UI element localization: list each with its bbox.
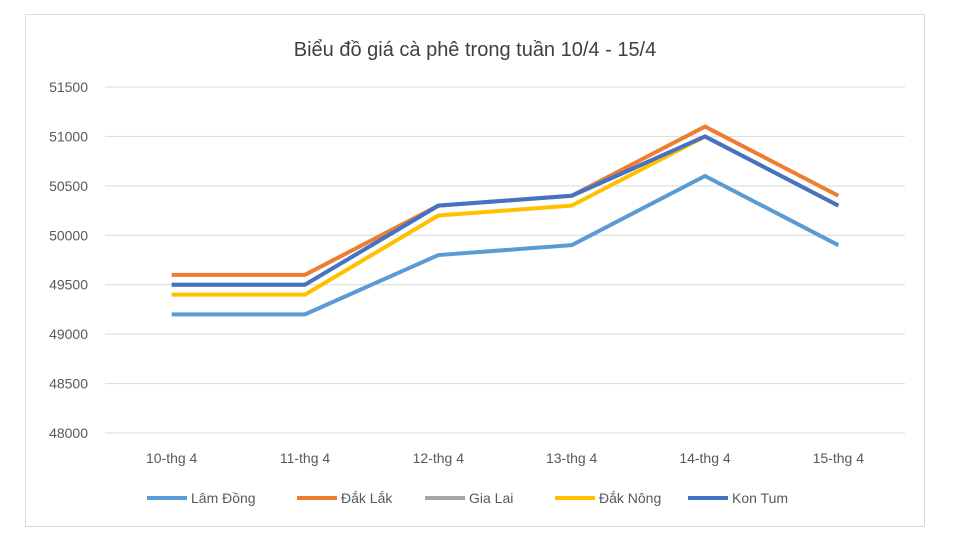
y-tick-label: 51000: [49, 128, 88, 144]
y-tick-label: 50500: [49, 178, 88, 194]
y-tick-label: 48500: [49, 376, 88, 392]
series-line-Đắk Nông: [171, 134, 840, 297]
legend-label: Đắk Nông: [599, 490, 661, 506]
chart-title: Biểu đồ giá cà phê trong tuần 10/4 - 15/…: [294, 39, 657, 61]
x-tick-label: 11-thg 4: [280, 450, 331, 466]
x-tick-label: 15-thg 4: [813, 450, 865, 466]
y-tick-label: 49500: [49, 277, 88, 293]
y-tick-label: 50000: [49, 227, 88, 243]
legend-label: Lâm Đồng: [191, 490, 256, 506]
chart-frame: [25, 14, 925, 527]
x-tick-label: 10-thg 4: [146, 450, 198, 466]
x-tick-label: 12-thg 4: [413, 450, 465, 466]
x-tick-label: 13-thg 4: [546, 450, 598, 466]
series-line-Lâm Đồng: [171, 173, 840, 317]
series-line-Kon Tum: [171, 134, 840, 287]
y-tick-label: 48000: [49, 425, 88, 441]
legend-label: Đắk Lắk: [341, 490, 393, 506]
x-tick-label: 14-thg 4: [679, 450, 731, 466]
legend-label: Gia Lai: [469, 490, 513, 506]
y-tick-label: 51500: [49, 79, 88, 95]
legend-label: Kon Tum: [732, 490, 788, 506]
y-tick-label: 49000: [49, 326, 88, 342]
